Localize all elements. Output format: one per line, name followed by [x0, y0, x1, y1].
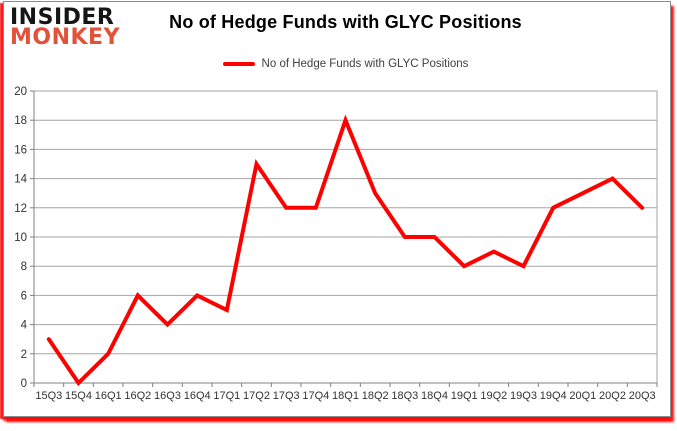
y-axis-label: 14: [14, 174, 27, 186]
x-axis-label: 15Q4: [65, 390, 92, 402]
y-axis-label: 0: [21, 378, 27, 390]
x-axis-label: 16Q3: [154, 390, 181, 402]
legend-line-swatch-icon: [222, 62, 255, 66]
logo-line-monkey: MONKEY: [10, 25, 121, 51]
legend: No of Hedge Funds with GLYC Positions: [34, 56, 657, 72]
y-axis-label: 18: [14, 115, 27, 127]
x-axis-label: 16Q4: [184, 390, 211, 402]
y-axis-label: 4: [21, 320, 28, 332]
y-axis-label: 12: [14, 203, 27, 215]
x-axis-label: 18Q1: [332, 390, 359, 402]
y-axis-label: 10: [14, 232, 27, 244]
y-axis-label: 6: [21, 290, 27, 302]
x-axis-label: 17Q1: [213, 390, 240, 402]
series-line: [46, 114, 645, 387]
legend-label: No of Hedge Funds with GLYC Positions: [261, 58, 469, 70]
x-axis-label: 16Q2: [124, 390, 151, 402]
line-chart: 0 2 4 6 8 10 12 14 16 18 20 15Q3 15Q4 16Q1 16Q2 16Q3 16Q…: [14, 86, 658, 402]
chart-title: No of Hedge Funds with GLYC Positions: [169, 12, 522, 32]
y-axis-label: 16: [14, 144, 27, 156]
chart-frame: INSIDER MONKEY No of Hedge Funds with GL…: [3, 1, 671, 417]
x-axis-label: 19Q1: [451, 390, 478, 402]
logo-line-insider: INSIDER: [10, 5, 115, 30]
x-axis-label: 18Q4: [421, 390, 448, 402]
x-axis-label: 18Q3: [391, 390, 418, 402]
y-axis-label: 20: [14, 86, 27, 98]
x-axis-label: 17Q3: [273, 390, 300, 402]
insider-monkey-logo: INSIDER MONKEY: [10, 5, 121, 51]
x-axis-label: 18Q2: [362, 390, 389, 402]
x-axis-label: 17Q4: [302, 390, 329, 402]
x-axis-label: 19Q4: [540, 390, 567, 402]
x-axis-label: 20Q1: [569, 390, 596, 402]
x-axis-label: 19Q2: [480, 390, 507, 402]
x-axis-label: 20Q3: [629, 390, 656, 402]
x-axis-label: 19Q3: [510, 390, 537, 402]
x-axis-label: 15Q3: [35, 390, 62, 402]
x-axis-label: 17Q2: [243, 390, 270, 402]
y-axis-label: 2: [21, 349, 27, 361]
y-axis-label: 8: [21, 261, 27, 273]
x-axis-label: 20Q2: [599, 390, 626, 402]
x-axis-label: 16Q1: [95, 390, 122, 402]
